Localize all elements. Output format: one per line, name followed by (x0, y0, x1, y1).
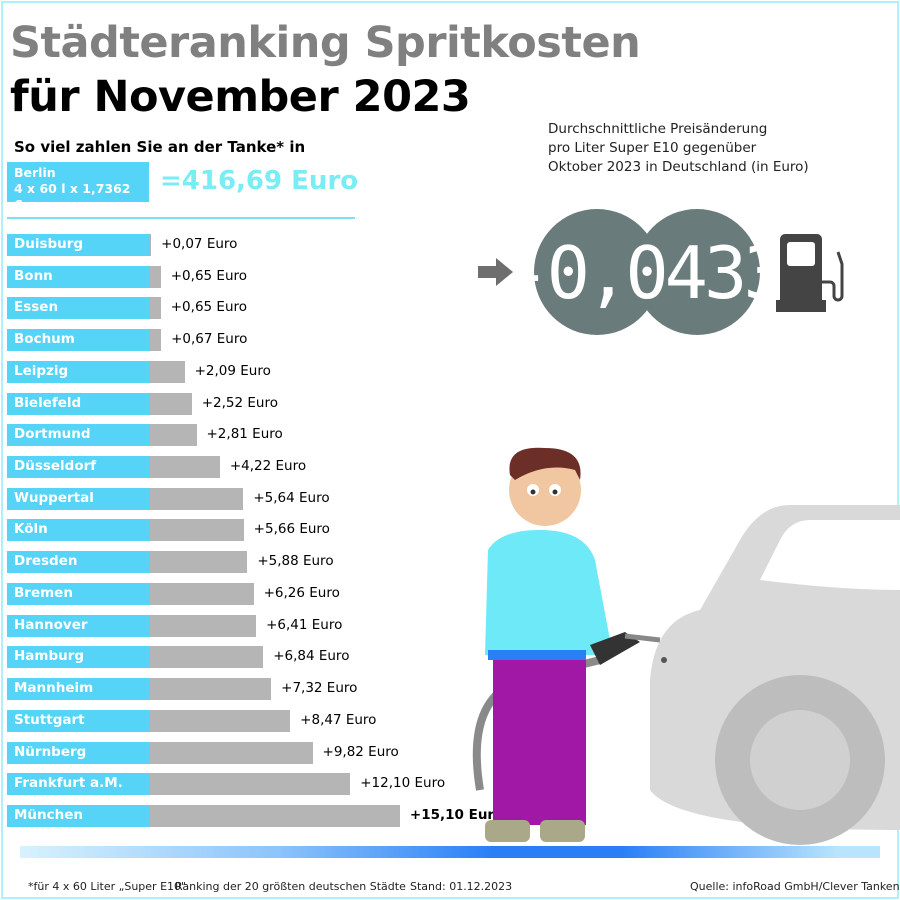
berlin-formula: 4 x 60 l x 1,7362 € (14, 181, 131, 212)
bar (150, 329, 162, 352)
berlin-total: =416,69 Euro (160, 166, 359, 196)
bar (150, 582, 254, 605)
desc-line: Oktober 2023 in Deutschland (in Euro) (548, 159, 809, 175)
bar (150, 646, 264, 669)
value-label: +0,65 Euro (170, 299, 248, 316)
city-label: Bremen (7, 582, 150, 605)
value-label: +2,09 Euro (194, 362, 271, 379)
value-label: +9,82 Euro (322, 743, 399, 760)
arrow-right-icon (478, 258, 513, 286)
fuel-pump-icon (776, 234, 844, 312)
city-label: Duisburg (7, 234, 150, 256)
bar (150, 519, 244, 542)
bar (150, 360, 185, 383)
city-label: Leipzig (7, 360, 150, 383)
divider (7, 217, 355, 219)
price-change-value: -0,0433 (507, 231, 782, 315)
footer-note: *für 4 x 60 Liter „Super E10" (28, 880, 187, 893)
value-label: +6,84 Euro (273, 648, 350, 665)
bar (150, 456, 220, 479)
city-label: Bochum (7, 329, 150, 352)
bar (150, 297, 161, 320)
bar (150, 424, 197, 447)
value-label: +8,47 Euro (300, 711, 377, 728)
title-line1: Städteranking Spritkosten (10, 18, 641, 68)
value-label: +5,64 Euro (253, 489, 330, 506)
desc-line: pro Liter Super E10 gegenüber (548, 140, 757, 156)
bar (150, 234, 152, 256)
city-label: Bonn (7, 265, 150, 288)
city-label: Nürnberg (7, 741, 150, 764)
footer-ranking: Ranking der 20 größten deutschen Städte (175, 880, 406, 893)
bar (150, 551, 248, 574)
desc-line: Durchschnittliche Preisänderung (548, 121, 768, 137)
city-label: Wuppertal (7, 487, 150, 510)
bar (150, 804, 400, 827)
value-label: +12,10 Euro (360, 775, 446, 792)
bar (150, 773, 351, 796)
subtitle: So viel zahlen Sie an der Tanke* in (14, 138, 306, 156)
title-line2: für November 2023 (10, 72, 471, 122)
city-label: Hannover (7, 614, 150, 637)
value-label: +4,22 Euro (229, 458, 307, 475)
value-label: +0,07 Euro (161, 236, 238, 252)
city-label: Düsseldorf (7, 456, 150, 479)
city-label: München (7, 804, 150, 827)
berlin-city: Berlin (14, 165, 56, 180)
city-label: Dortmund (7, 424, 150, 447)
ground-strip (20, 846, 880, 858)
value-label: +15,10 Euro (409, 806, 504, 823)
value-label: +5,88 Euro (257, 553, 334, 570)
bar (150, 265, 161, 288)
berlin-label: Berlin 4 x 60 l x 1,7362 € (7, 162, 149, 212)
bar (150, 614, 257, 637)
city-label: Bielefeld (7, 392, 150, 415)
city-label: Essen (7, 297, 150, 320)
bar (150, 709, 291, 732)
city-label: Hamburg (7, 646, 150, 669)
city-label: Köln (7, 519, 150, 542)
city-label: Stuttgart (7, 709, 150, 732)
bar (150, 392, 192, 415)
bar (150, 487, 244, 510)
city-label: Mannheim (7, 678, 150, 701)
city-label: Dresden (7, 551, 150, 574)
footer-source: Quelle: infoRoad GmbH/Clever Tanken (690, 880, 900, 893)
person-illustration (472, 447, 667, 842)
value-label: +2,81 Euro (206, 426, 283, 443)
city-label: Frankfurt a.M. (7, 773, 150, 796)
car-illustration (650, 505, 900, 845)
footer-date: Stand: 01.12.2023 (410, 880, 513, 893)
value-label: +6,26 Euro (263, 584, 340, 601)
price-change-description: Durchschnittliche Preisänderung pro Lite… (548, 120, 809, 177)
bar (150, 678, 272, 701)
value-label: +6,41 Euro (266, 616, 343, 633)
price-display: -0,0433 (507, 209, 787, 335)
bar (150, 741, 313, 764)
value-label: +0,65 Euro (170, 267, 248, 284)
value-label: +7,32 Euro (281, 680, 358, 697)
value-label: +5,66 Euro (253, 521, 330, 538)
value-label: +2,52 Euro (201, 394, 278, 411)
value-label: +0,67 Euro (171, 331, 248, 348)
